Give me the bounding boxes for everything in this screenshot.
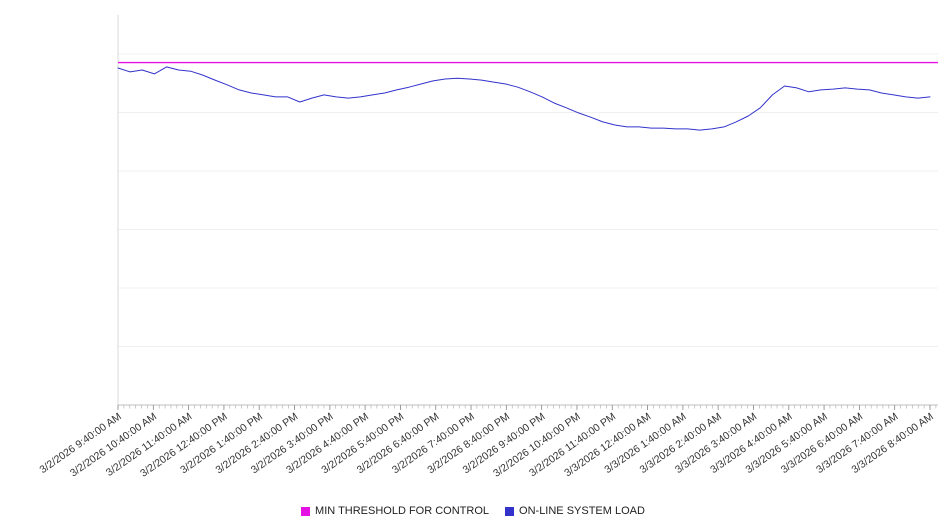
legend-swatch-threshold-icon	[301, 506, 311, 516]
legend-item-system-load: ON-LINE SYSTEM LOAD	[505, 505, 645, 517]
legend-label-threshold: MIN THRESHOLD FOR CONTROL	[315, 505, 490, 517]
legend-label-load: ON-LINE SYSTEM LOAD	[519, 505, 645, 517]
chart-legend: MIN THRESHOLD FOR CONTROL ON-LINE SYSTEM…	[0, 505, 946, 517]
chart-canvas: 3/2/2026 9:40:00 AM3/2/2026 10:40:00 AM3…	[37, 15, 938, 480]
legend-swatch-load-icon	[505, 506, 515, 516]
system-load-line	[117, 66, 931, 131]
legend-item-min-threshold: MIN THRESHOLD FOR CONTROL	[301, 505, 489, 517]
